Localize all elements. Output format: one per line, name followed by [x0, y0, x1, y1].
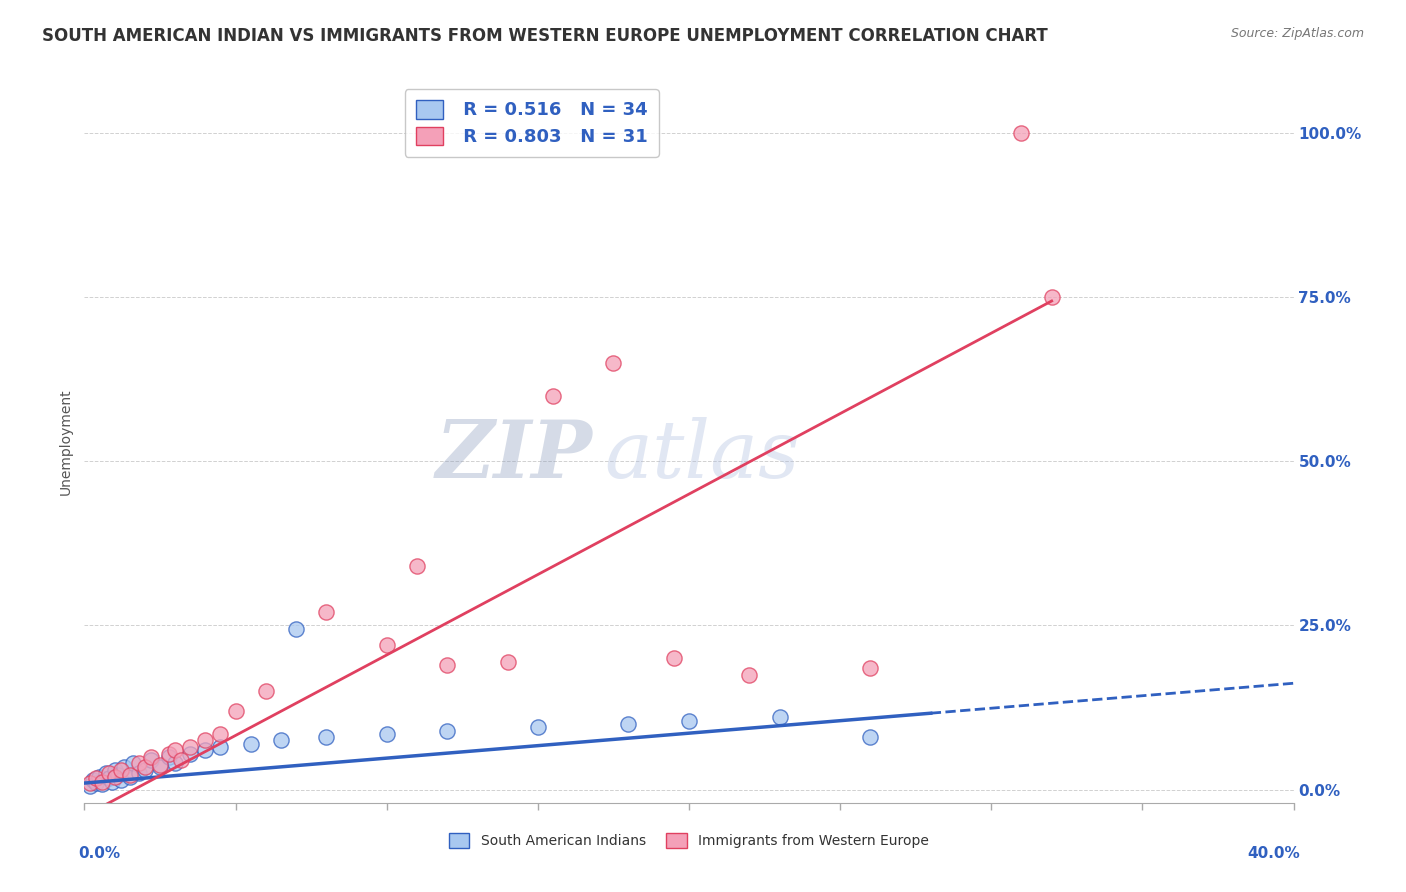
Point: [859, 661, 882, 675]
Point: [134, 763, 156, 777]
Point: [1040, 290, 1063, 304]
Point: [118, 768, 141, 782]
Point: [194, 733, 217, 747]
Point: [209, 727, 232, 741]
Point: [406, 559, 429, 574]
Point: [375, 727, 398, 741]
Point: [104, 770, 127, 784]
Point: [118, 770, 141, 784]
Point: [436, 723, 458, 738]
Point: [91, 777, 114, 791]
Point: [139, 749, 162, 764]
Point: [79, 776, 101, 790]
Point: [239, 737, 262, 751]
Point: [82, 772, 104, 787]
Point: [165, 756, 187, 771]
Point: [375, 638, 398, 652]
Point: [121, 756, 143, 771]
Point: [527, 720, 550, 734]
Point: [149, 760, 172, 774]
Point: [436, 657, 458, 672]
Point: [769, 710, 792, 724]
Point: [194, 743, 217, 757]
Point: [128, 766, 150, 780]
Text: ZIP: ZIP: [436, 417, 592, 495]
Point: [157, 747, 180, 761]
Point: [97, 766, 120, 780]
Legend: South American Indians, Immigrants from Western Europe: South American Indians, Immigrants from …: [443, 828, 935, 854]
Point: [134, 760, 156, 774]
Point: [662, 651, 685, 665]
Point: [100, 774, 122, 789]
Point: [541, 388, 564, 402]
Text: 40.0%: 40.0%: [1247, 847, 1299, 861]
Text: Source: ZipAtlas.com: Source: ZipAtlas.com: [1230, 27, 1364, 40]
Point: [225, 704, 247, 718]
Point: [110, 763, 132, 777]
Point: [128, 756, 150, 771]
Point: [110, 772, 132, 787]
Y-axis label: Unemployment: Unemployment: [59, 388, 73, 495]
Point: [149, 757, 172, 772]
Point: [86, 776, 108, 790]
Point: [738, 667, 761, 681]
Point: [91, 774, 114, 789]
Point: [139, 753, 162, 767]
Point: [179, 739, 201, 754]
Point: [270, 733, 292, 747]
Point: [209, 739, 232, 754]
Point: [602, 356, 624, 370]
Point: [170, 753, 193, 767]
Point: [315, 730, 337, 744]
Text: 0.0%: 0.0%: [79, 847, 121, 861]
Text: SOUTH AMERICAN INDIAN VS IMMIGRANTS FROM WESTERN EUROPE UNEMPLOYMENT CORRELATION: SOUTH AMERICAN INDIAN VS IMMIGRANTS FROM…: [42, 27, 1047, 45]
Point: [678, 714, 700, 728]
Point: [104, 763, 127, 777]
Point: [94, 766, 117, 780]
Point: [1011, 126, 1033, 140]
Point: [165, 743, 187, 757]
Point: [157, 749, 180, 764]
Point: [285, 622, 308, 636]
Point: [79, 780, 101, 794]
Point: [179, 747, 201, 761]
Point: [496, 655, 519, 669]
Point: [859, 730, 882, 744]
Point: [315, 605, 337, 619]
Point: [617, 717, 640, 731]
Point: [86, 771, 108, 785]
Point: [254, 684, 277, 698]
Point: [112, 760, 135, 774]
Point: [107, 768, 129, 782]
Point: [89, 770, 111, 784]
Text: atlas: atlas: [605, 417, 800, 495]
Point: [97, 771, 120, 785]
